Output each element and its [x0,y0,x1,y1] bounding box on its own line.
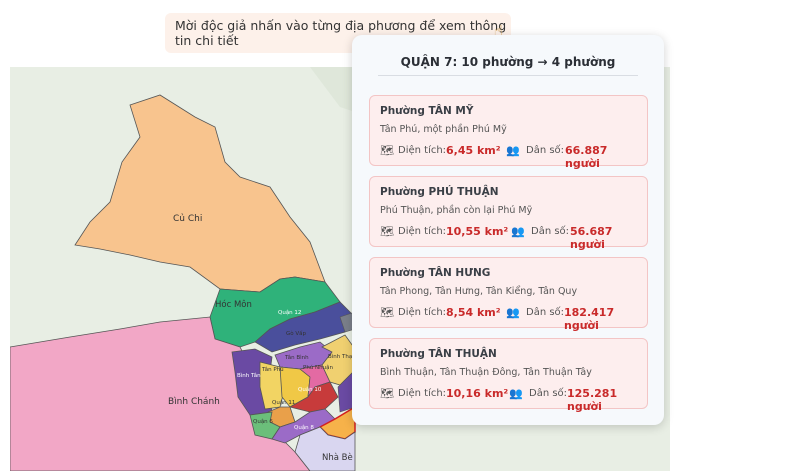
area-label: Diện tích: [398,226,447,237]
map-label-go-vap: Gò Vấp [286,331,306,337]
people-icon: 👥 [506,306,520,319]
ward-stats: 🗺 Diện tích: 8,54 km² 👥 Dân số: 182.417 … [380,306,637,332]
area-value: 6,45 km² [446,144,501,157]
area-value: 8,54 km² [446,306,501,319]
ward-stats: 🗺 Diện tích: 6,45 km² 👥 Dân số: 66.887 n… [380,144,637,170]
population-value: 125.281 người [567,387,618,413]
people-icon: 👥 [511,225,525,238]
map-icon: 🗺 [380,387,394,400]
people-icon: 👥 [506,144,520,157]
popup-title: QUẬN 7: 10 phường → 4 phường [400,55,616,69]
area-label: Diện tích: [398,145,447,156]
map-label-quan-6: Quận 6 [253,419,273,425]
area-value: 10,16 km² [446,387,509,400]
map-label-quan-10: Quận 10 [298,387,322,393]
ward-stats: 🗺 Diện tích: 10,55 km² 👥 Dân số: 56.687 … [380,225,637,251]
map-label-binh-chanh: Bình Chánh [168,397,220,407]
population-value: 66.887 người [565,144,608,170]
pointing-hand-icon: ☝ [493,22,503,40]
ward-card[interactable]: Phường PHÚ THUẬN Phú Thuận, phần còn lại… [369,176,648,251]
map-icon: 🗺 [380,144,394,157]
map-label-binh-tan: Bình Tân [237,373,261,379]
district-popup: QUẬN 7: 10 phường → 4 phường Phường TÂN … [352,35,664,425]
map-icon: 🗺 [380,225,394,238]
ward-name: Phường PHÚ THUẬN [380,186,499,198]
population-label: Dân số: [526,145,565,156]
map-label-tan-phu: Tân Phú [262,367,284,373]
area-value: 10,55 km² [446,225,509,238]
ward-desc: Bình Thuận, Tân Thuận Đông, Tân Thuận Tâ… [380,367,592,378]
map-label-binh-thanh: Bình Thạnh [328,354,360,360]
ward-desc: Tân Phú, một phần Phú Mỹ [380,124,507,135]
map-label-quan-11: Quận 11 [272,400,296,406]
map-label-nha-be: Nhà Bè [322,453,353,463]
ward-desc: Phú Thuận, phần còn lại Phú Mỹ [380,205,533,216]
ward-card[interactable]: Phường TÂN HƯNG Tân Phong, Tân Hưng, Tân… [369,257,648,332]
map-icon: 🗺 [380,306,394,319]
hint-banner: Mời độc giả nhấn vào từng địa phương để … [165,13,511,53]
map-label-phu-nhuan: Phú Nhuận [303,365,333,371]
hint-text: Mời độc giả nhấn vào từng địa phương để … [175,18,507,48]
map-label-tan-binh: Tân Bình [285,355,309,361]
ward-name: Phường TÂN MỸ [380,105,474,117]
population-value: 182.417 người [564,306,615,332]
popup-divider [378,75,638,76]
ward-desc: Tân Phong, Tân Hưng, Tân Kiểng, Tân Quy [380,286,578,297]
area-label: Diện tích: [398,388,447,399]
region-quan-8[interactable] [271,408,336,444]
population-label: Dân số: [529,388,568,399]
region-nha-be[interactable] [294,426,356,471]
map-label-quan-8: Quận 8 [294,425,314,431]
ward-card[interactable]: Phường TÂN THUẬN Bình Thuận, Tân Thuận Đ… [369,338,648,413]
ward-stats: 🗺 Diện tích: 10,16 km² 👥 Dân số: 125.281… [380,387,637,413]
people-icon: 👥 [509,387,523,400]
ward-name: Phường TÂN HƯNG [380,267,491,279]
map-label-hoc-mon: Hóc Môn [215,300,252,310]
population-label: Dân số: [526,307,565,318]
map-label-cu-chi: Củ Chi [173,214,203,224]
ward-card[interactable]: Phường TÂN MỸ Tân Phú, một phần Phú Mỹ 🗺… [369,95,648,170]
area-label: Diện tích: [398,307,447,318]
ward-name: Phường TÂN THUẬN [380,348,497,360]
population-value: 56.687 người [570,225,613,251]
population-label: Dân số: [531,226,570,237]
map-label-quan-12: Quận 12 [278,310,302,316]
